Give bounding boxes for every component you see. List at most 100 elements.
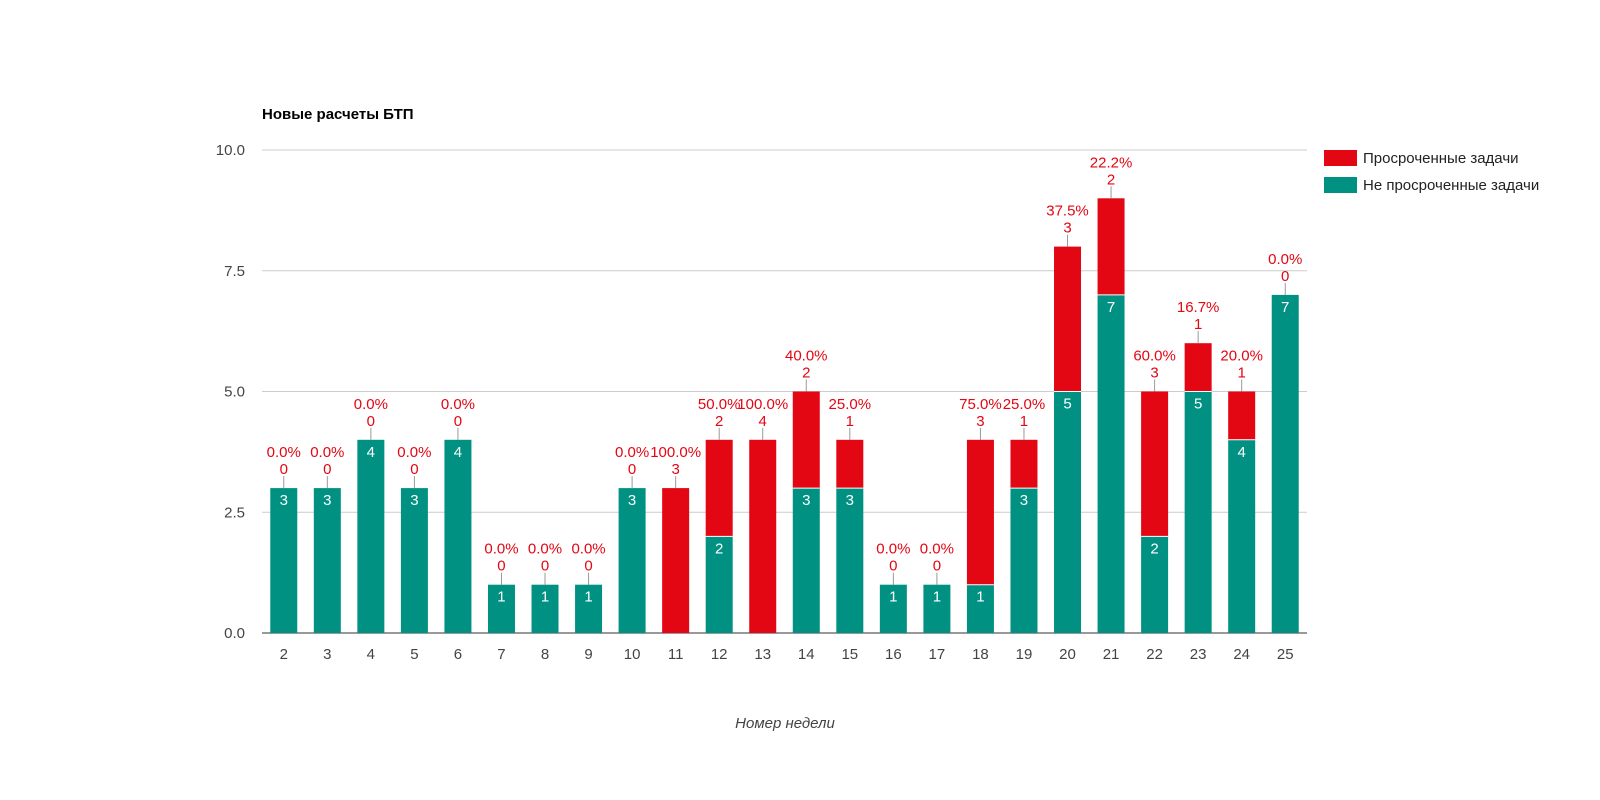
bar-not-overdue <box>1228 439 1256 633</box>
bar-value-label: 7 <box>1107 299 1115 316</box>
y-tick-label: 5.0 <box>224 384 245 401</box>
y-tick-label: 10.0 <box>216 142 245 159</box>
overdue-percent-label: 0.0% <box>571 541 605 558</box>
bar-not-overdue <box>1054 391 1082 633</box>
chart-title: Новые расчеты БТП <box>262 106 414 123</box>
x-tick-label: 17 <box>929 646 946 663</box>
x-tick-label: 7 <box>497 646 505 663</box>
overdue-count-label: 2 <box>1107 171 1115 188</box>
bar-value-label: 1 <box>584 589 592 606</box>
x-tick-label: 12 <box>711 646 728 663</box>
bar-not-overdue <box>1010 488 1038 633</box>
bar-value-label: 3 <box>410 492 418 509</box>
legend-label: Просроченные задачи <box>1363 150 1519 167</box>
bar-not-overdue <box>531 584 559 633</box>
overdue-count-label: 0 <box>323 461 331 478</box>
overdue-percent-label: 20.0% <box>1220 348 1263 365</box>
bar-overdue <box>966 439 994 585</box>
bar-not-overdue <box>836 488 864 633</box>
x-tick-label: 16 <box>885 646 902 663</box>
grid-lines <box>262 149 1307 634</box>
bar-not-overdue <box>1184 391 1212 633</box>
bar-value-label: 7 <box>1281 299 1289 316</box>
bar-value-label: 1 <box>889 589 897 606</box>
bar-overdue <box>662 488 690 633</box>
x-tick-label: 3 <box>323 646 331 663</box>
x-tick-label: 11 <box>668 646 684 663</box>
overdue-count-label: 0 <box>889 558 897 575</box>
legend: Просроченные задачи Не просроченные задач… <box>1324 150 1539 194</box>
x-tick-label: 9 <box>584 646 592 663</box>
overdue-count-label: 3 <box>1150 365 1158 382</box>
bar-value-label: 5 <box>1194 396 1202 413</box>
x-tick-label: 23 <box>1190 646 1207 663</box>
bar-not-overdue <box>357 439 385 633</box>
overdue-count-label: 1 <box>1194 316 1202 333</box>
overdue-percent-label: 0.0% <box>876 541 910 558</box>
bar-value-label: 3 <box>846 492 854 509</box>
overdue-count-label: 3 <box>976 413 984 430</box>
x-tick-label: 6 <box>454 646 462 663</box>
legend-swatch <box>1324 177 1357 193</box>
overdue-percent-label: 37.5% <box>1046 203 1089 220</box>
overdue-percent-label: 0.0% <box>484 541 518 558</box>
overdue-count-label: 0 <box>584 558 592 575</box>
x-axis-title: Номер недели <box>735 715 835 732</box>
bar-value-label: 4 <box>1238 444 1246 461</box>
bar-value-label: 3 <box>628 492 636 509</box>
x-tick-label: 18 <box>972 646 989 663</box>
overdue-count-label: 0 <box>367 413 375 430</box>
overdue-count-label: 1 <box>1238 365 1246 382</box>
bar-overdue <box>1228 391 1256 440</box>
overdue-percent-label: 75.0% <box>959 396 1002 413</box>
bar-overdue <box>792 391 820 489</box>
overdue-percent-label: 0.0% <box>310 444 344 461</box>
overdue-count-label: 3 <box>671 461 679 478</box>
overdue-percent-label: 0.0% <box>615 444 649 461</box>
overdue-count-label: 1 <box>1020 413 1028 430</box>
bar-not-overdue <box>1141 536 1169 633</box>
bar-value-label: 4 <box>367 444 375 461</box>
overdue-count-label: 0 <box>410 461 418 478</box>
data-labels: 300.0%300.0% 400.0%300.0% 400.0%100.0%100.… <box>267 154 1303 605</box>
overdue-count-label: 2 <box>715 413 723 430</box>
x-tick-label: 13 <box>754 646 771 663</box>
legend-swatch <box>1324 150 1357 166</box>
overdue-percent-label: 100.0% <box>650 444 701 461</box>
overdue-count-label: 0 <box>280 461 288 478</box>
overdue-count-label: 0 <box>497 558 505 575</box>
bar-overdue <box>1054 246 1082 392</box>
overdue-count-label: 0 <box>1281 268 1289 285</box>
x-axis: 2 3 4 5 6 7 8 9 10 11 12 13 14 15 16 17 18 19 20 21 22 23 24 25 <box>280 646 1294 663</box>
bar-value-label: 1 <box>497 589 505 606</box>
overdue-percent-label: 0.0% <box>1268 251 1302 268</box>
bar-not-overdue <box>400 488 428 633</box>
overdue-percent-label: 0.0% <box>528 541 562 558</box>
bar-overdue <box>1010 439 1038 489</box>
bar-overdue <box>836 439 864 489</box>
x-tick-label: 5 <box>410 646 418 663</box>
overdue-count-label: 0 <box>933 558 941 575</box>
bar-not-overdue <box>618 488 646 633</box>
y-tick-label: 0.0 <box>224 625 245 642</box>
x-tick-label: 15 <box>841 646 858 663</box>
overdue-percent-label: 0.0% <box>354 396 388 413</box>
overdue-count-label: 0 <box>454 413 462 430</box>
bar-not-overdue <box>444 439 472 633</box>
overdue-count-label: 3 <box>1063 220 1071 237</box>
x-tick-label: 24 <box>1233 646 1250 663</box>
bar-value-label: 3 <box>1020 492 1028 509</box>
overdue-percent-label: 25.0% <box>1003 396 1046 413</box>
bar-not-overdue <box>270 488 298 633</box>
x-tick-label: 20 <box>1059 646 1076 663</box>
overdue-percent-label: 25.0% <box>829 396 872 413</box>
bar-not-overdue <box>879 584 907 633</box>
bar-value-label: 5 <box>1063 396 1071 413</box>
bar-not-overdue <box>792 488 820 633</box>
legend-label: Не просроченные задачи <box>1363 177 1539 194</box>
overdue-percent-label: 0.0% <box>397 444 431 461</box>
y-axis: 0.0 2.5 5.0 7.5 10.0 <box>216 142 245 642</box>
bar-not-overdue <box>575 584 603 633</box>
x-tick-label: 14 <box>798 646 815 663</box>
